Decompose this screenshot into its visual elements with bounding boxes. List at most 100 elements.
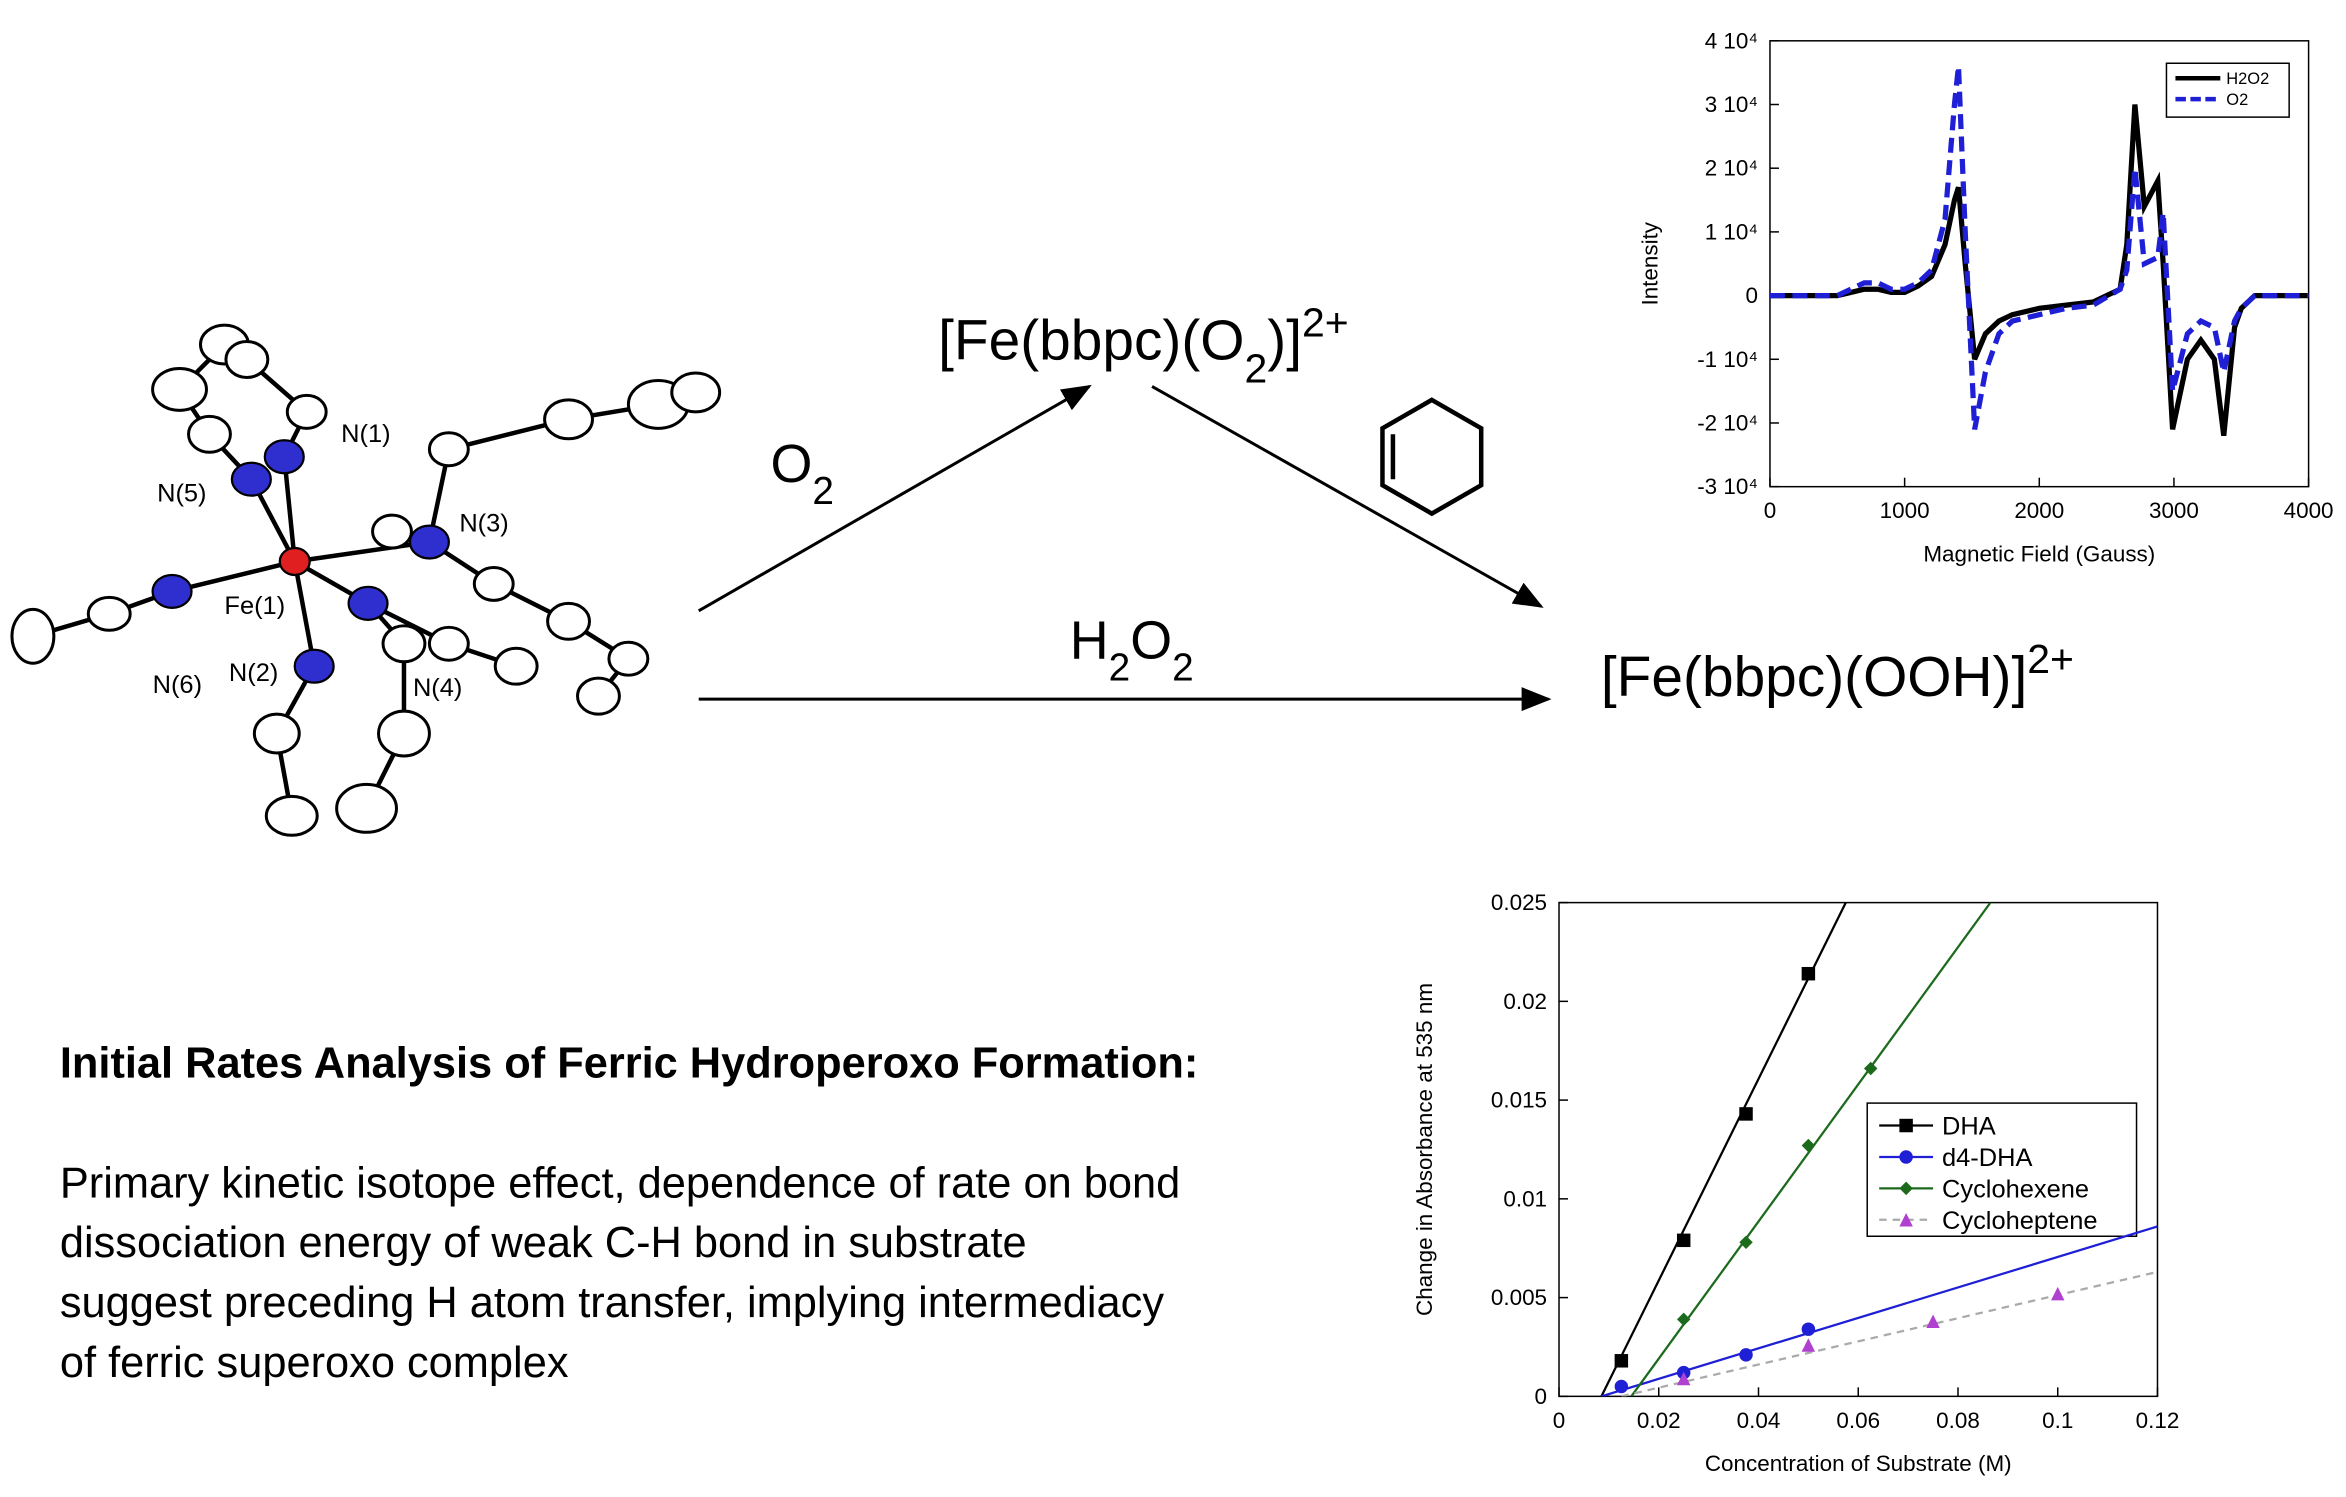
carbon-atom [546, 601, 591, 641]
text-part: 2 [1245, 345, 1268, 391]
nitrogen-atom [408, 524, 450, 560]
carbon-atom [472, 565, 515, 602]
marker [1614, 1354, 1629, 1368]
ring [1380, 397, 1484, 517]
carbon-atom [371, 513, 413, 550]
nitrogen-atom [263, 439, 305, 475]
y-tick-label: 0.025 [1491, 890, 1547, 915]
carbon-atom [381, 624, 427, 664]
marker [1739, 1348, 1753, 1362]
y-tick-label: 0.015 [1491, 1088, 1547, 1113]
text-part: 2 [1109, 646, 1131, 689]
y-tick-label: 1 10⁴ [1705, 219, 1758, 244]
x-tick-label: 0 [1553, 1408, 1565, 1433]
nitrogen-atom [151, 573, 193, 609]
x-tick-label: 2000 [2014, 498, 2064, 523]
fit-line [1600, 902, 1847, 1397]
carbon-atom [607, 640, 650, 677]
y-tick-label: 0.01 [1503, 1186, 1547, 1211]
y-tick-label: 0.02 [1503, 989, 1547, 1014]
x-axis-label: Concentration of Substrate (M) [1705, 1451, 2012, 1476]
text-part: O [1130, 611, 1172, 671]
marker [1899, 1213, 1913, 1227]
body-line: of ferric superoxo complex [60, 1339, 569, 1387]
y-tick-label: -2 10⁴ [1697, 410, 1758, 435]
carbon-atom [187, 414, 232, 454]
y-tick-label: 3 10⁴ [1705, 92, 1758, 117]
legend-label: DHA [1942, 1113, 1996, 1141]
y-tick-label: -1 10⁴ [1697, 347, 1758, 372]
x-tick-label: 0.06 [1836, 1408, 1880, 1433]
y-tick-label: 2 10⁴ [1705, 156, 1758, 181]
marker [1739, 1107, 1753, 1121]
arrow [1151, 385, 1544, 608]
carbon-atom [264, 794, 319, 837]
fit-line [1621, 1270, 2158, 1397]
text-block: Initial Rates Analysis of Ferric Hydrope… [60, 1040, 1198, 1387]
heading: Initial Rates Analysis of Ferric Hydrope… [60, 1040, 1198, 1088]
text-part: [Fe(bbpc)(OOH)] [1601, 646, 2027, 709]
nitrogen-atom [347, 585, 389, 621]
marker [2051, 1286, 2065, 1301]
y-tick-label: 0 [1535, 1384, 1547, 1409]
atom-label: Fe(1) [224, 592, 285, 620]
carbon-atom [285, 393, 328, 430]
bond [292, 561, 317, 667]
atom-label: N(6) [153, 671, 202, 699]
text-part: 2 [812, 470, 834, 513]
marker [1926, 1314, 1940, 1329]
body-line: Primary kinetic isotope effect, dependen… [60, 1159, 1180, 1207]
carbon-atom [427, 431, 470, 468]
marker [1676, 1233, 1691, 1248]
carbon-atom [576, 676, 621, 716]
legend-label: H2O2 [2226, 70, 2269, 88]
series-line [1769, 104, 2309, 437]
nitrogen-atom [230, 461, 272, 497]
carbon-atom [493, 646, 539, 686]
legend-label: Cycloheptene [1942, 1207, 2097, 1235]
carbon-atom [427, 625, 470, 662]
text-part: 2+ [1302, 299, 1349, 345]
reaction-arrows [697, 384, 1552, 712]
carbon-atom [86, 595, 132, 632]
cyclohexene [1380, 397, 1484, 517]
nitrogen-atom [293, 648, 335, 684]
series-line [1769, 66, 2309, 430]
x-tick-label: 0.08 [1936, 1408, 1980, 1433]
text-part: H [1070, 611, 1109, 671]
x-tick-label: 0.1 [2042, 1408, 2073, 1433]
atom-label: N(2) [229, 659, 278, 687]
x-tick-label: 0.02 [1637, 1408, 1681, 1433]
y-tick-label: -3 10⁴ [1697, 474, 1758, 499]
bond [294, 539, 430, 564]
x-tick-label: 3000 [2149, 498, 2199, 523]
x-tick-label: 4000 [2284, 498, 2334, 523]
carbon-atom [151, 366, 208, 412]
x-tick-label: 0.04 [1737, 1408, 1781, 1433]
text-part: [Fe(bbpc)(O [938, 309, 1244, 372]
scheme-label: H2O2 [1070, 611, 1194, 690]
crystal-structure: N(1) N(5) N(3) Fe(1) N(6) N(2) N(4) [10, 323, 722, 837]
marker [1676, 1371, 1691, 1386]
marker [1801, 1338, 1816, 1352]
body-line: suggest preceding H atom transfer, imply… [60, 1279, 1164, 1327]
arrow [697, 384, 1092, 613]
marker [1801, 1138, 1816, 1153]
carbon-atom [670, 371, 722, 414]
x-tick-label: 0 [1764, 498, 1776, 523]
scheme-label: [Fe(bbpc)(O2)]2+ [938, 299, 1349, 391]
legend-label: Cyclohexene [1942, 1175, 2089, 1203]
epr-chart: 0 1000 2000 3000 4000 -3 10⁴ -2 10⁴ -1 10⁴ 0 1 10… [1638, 28, 2334, 566]
carbon-atom [543, 398, 594, 441]
marker [1676, 1312, 1691, 1327]
x-tick-label: 1000 [1880, 498, 1930, 523]
carbon-atom [377, 709, 431, 758]
marker [1899, 1150, 1913, 1164]
marker [1801, 1322, 1816, 1336]
y-axis-label: Intensity [1638, 221, 1663, 305]
x-axis-label: Magnetic Field (Gauss) [1923, 541, 2155, 566]
legend-box [2165, 62, 2290, 118]
y-tick-label: 0.005 [1491, 1285, 1547, 1310]
